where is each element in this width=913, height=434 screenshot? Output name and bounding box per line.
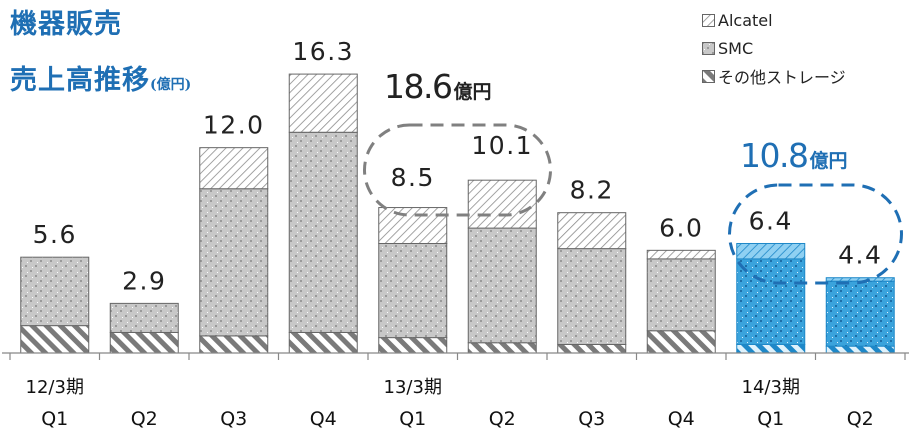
title-unit: (億円) <box>150 77 192 93</box>
legend-swatch-smc <box>702 41 715 55</box>
category-label-8: Q1 <box>757 408 784 430</box>
category-label-2: Q3 <box>220 408 247 430</box>
bar-segment-alcatel-6 <box>557 212 627 250</box>
bars-layer <box>20 73 895 354</box>
callout-unit-0: 億円 <box>454 80 492 103</box>
category-label-0: Q1 <box>41 408 68 430</box>
bar-segment-smc-8 <box>736 258 806 345</box>
bar-segment-other-storage-9 <box>825 345 895 354</box>
bar-segment-smc-6 <box>557 248 627 345</box>
value-label-5: 10.1 <box>471 131 533 160</box>
callout-unit-1: 億円 <box>810 149 848 172</box>
category-label-5: Q2 <box>489 408 516 430</box>
legend-label-other-storage: その他ストレージ <box>718 68 846 87</box>
value-label-3: 16.3 <box>292 37 354 66</box>
bar-segment-alcatel-5 <box>467 179 537 229</box>
bar-segment-smc-3 <box>288 131 358 333</box>
bar-segment-other-storage-7 <box>646 330 716 354</box>
category-label-9: Q2 <box>847 408 874 430</box>
callout-value-1: 10.8 <box>740 136 807 175</box>
bar-segment-alcatel-7 <box>646 249 716 260</box>
value-label-6: 8.2 <box>570 176 614 205</box>
value-label-2: 12.0 <box>203 111 265 140</box>
callout-oval-0 <box>363 123 552 217</box>
bar-segment-other-storage-5 <box>467 342 537 354</box>
value-label-0: 5.6 <box>33 220 77 249</box>
period-label-0: 12/3期 <box>26 377 84 398</box>
legend-swatch-alcatel <box>702 13 715 27</box>
legend: Alcatel SMC その他ストレージ <box>702 6 846 90</box>
legend-label-alcatel: Alcatel <box>718 10 773 30</box>
bar-segment-alcatel-3 <box>288 73 358 133</box>
period-label-2: 14/3期 <box>742 377 800 398</box>
legend-swatch-other-storage <box>702 69 715 83</box>
period-label-1: 13/3期 <box>384 377 442 398</box>
value-label-4: 8.5 <box>391 163 435 192</box>
bar-segment-other-storage-0 <box>20 325 90 354</box>
legend-item-smc: SMC <box>702 34 846 62</box>
bar-segment-other-storage-4 <box>378 337 448 354</box>
category-label-1: Q2 <box>131 408 158 430</box>
bar-segment-smc-2 <box>199 188 269 337</box>
bar-segment-smc-4 <box>378 242 448 339</box>
chart-title: 機器販売 <box>10 2 122 41</box>
category-label-6: Q3 <box>578 408 605 430</box>
bar-segment-smc-5 <box>467 227 537 344</box>
callout-value-0: 18.6 <box>384 67 451 106</box>
bar-segment-other-storage-6 <box>557 343 627 354</box>
callout-oval-1 <box>728 183 903 285</box>
category-label-7: Q4 <box>668 408 695 430</box>
bar-segment-other-storage-3 <box>288 331 358 354</box>
bar-segment-other-storage-2 <box>199 335 269 354</box>
bar-segment-smc-0 <box>20 256 90 327</box>
bar-segment-other-storage-1 <box>109 331 179 354</box>
chart-title-line2: 売上高推移(億円) <box>10 58 191 97</box>
labels-layer: 5.6 2.9 12.0 16.3 8.5 10.1 8.2 6.0 6.4 4.4 <box>33 37 882 295</box>
legend-item-alcatel: Alcatel <box>702 6 846 34</box>
category-label-4: Q1 <box>399 408 426 430</box>
category-label-3: Q4 <box>310 408 337 430</box>
axis-layer: Q1 Q2 Q3 Q4 Q1 Q2 Q3 Q4 Q1 Q2 12/3期 13/3期 14/3期 <box>9 353 906 430</box>
title-line1: 機器販売 <box>10 9 122 40</box>
legend-label-smc: SMC <box>718 38 754 58</box>
bar-segment-alcatel-9 <box>825 277 895 282</box>
bar-segment-other-storage-8 <box>736 343 806 354</box>
value-label-7: 6.0 <box>659 213 703 242</box>
bar-segment-alcatel-4 <box>378 207 448 244</box>
bar-segment-smc-1 <box>109 302 179 333</box>
bar-segment-alcatel-2 <box>199 147 269 190</box>
bar-segment-smc-9 <box>825 280 895 347</box>
value-label-8: 6.4 <box>749 206 793 235</box>
value-label-9: 4.4 <box>838 241 882 270</box>
title-line2: 売上高推移 <box>10 65 150 96</box>
bar-segment-smc-7 <box>646 258 716 332</box>
value-label-1: 2.9 <box>122 266 166 295</box>
legend-item-other-storage: その他ストレージ <box>702 62 846 90</box>
bar-segment-alcatel-8 <box>736 242 806 260</box>
